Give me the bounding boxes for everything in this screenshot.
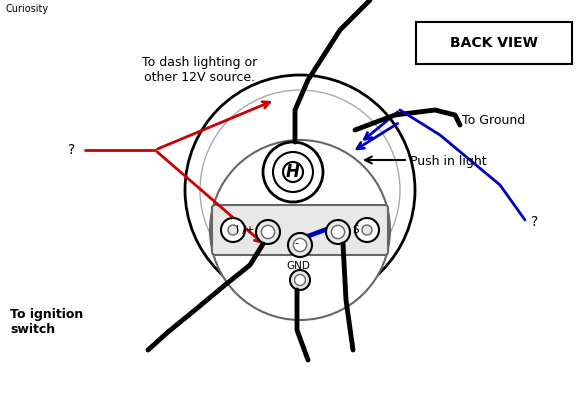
- Circle shape: [326, 220, 350, 244]
- Text: ?: ?: [532, 215, 539, 229]
- Circle shape: [263, 142, 323, 202]
- Circle shape: [200, 90, 400, 290]
- Text: GND: GND: [286, 261, 310, 271]
- Circle shape: [185, 75, 415, 305]
- Circle shape: [295, 274, 306, 286]
- Circle shape: [228, 225, 238, 235]
- Text: To Ground: To Ground: [462, 114, 525, 126]
- Text: Curiosity: Curiosity: [5, 4, 48, 14]
- Text: To dash lighting or
other 12V source.: To dash lighting or other 12V source.: [142, 56, 258, 84]
- Text: -: -: [294, 238, 298, 248]
- Circle shape: [355, 218, 379, 242]
- Circle shape: [290, 270, 310, 290]
- Circle shape: [283, 162, 303, 182]
- Circle shape: [332, 225, 345, 238]
- Text: H: H: [286, 163, 300, 181]
- Text: Push in light: Push in light: [410, 156, 487, 168]
- Text: BACK VIEW: BACK VIEW: [450, 36, 538, 50]
- Text: S: S: [352, 225, 359, 235]
- Text: To ignition
switch: To ignition switch: [10, 308, 83, 336]
- Circle shape: [256, 220, 280, 244]
- Circle shape: [288, 233, 312, 257]
- Circle shape: [293, 238, 306, 252]
- Text: ?: ?: [68, 143, 76, 157]
- Text: I /+: I /+: [236, 225, 254, 235]
- Circle shape: [210, 140, 390, 320]
- Circle shape: [362, 225, 372, 235]
- Circle shape: [262, 225, 275, 238]
- FancyBboxPatch shape: [212, 205, 388, 255]
- Circle shape: [273, 152, 313, 192]
- FancyBboxPatch shape: [416, 22, 572, 64]
- Circle shape: [221, 218, 245, 242]
